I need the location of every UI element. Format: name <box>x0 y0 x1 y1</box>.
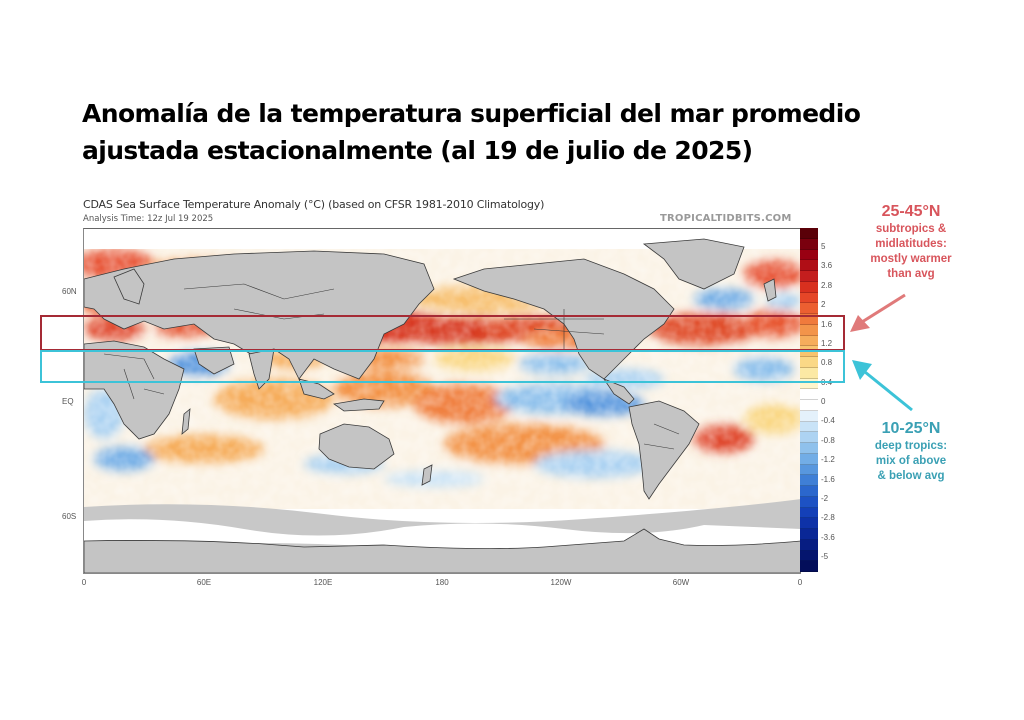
colorbar-tick-label: 0.8 <box>821 358 833 368</box>
colorbar-segment <box>800 400 818 411</box>
colorbar-tick-label: 3.6 <box>821 261 833 271</box>
watermark: TROPICALTIDBITS.COM <box>660 213 792 224</box>
annotation-cyan-line: & below avg <box>877 470 945 482</box>
sst-anomaly-map <box>83 228 801 574</box>
cyan-arrow-icon <box>852 360 913 412</box>
colorbar-segment <box>800 539 818 551</box>
red-arrow-icon <box>850 293 906 332</box>
annotation-red-line: midlatitudes: <box>875 238 947 250</box>
colorbar-segment <box>800 271 818 282</box>
colorbar-tick-label: -2 <box>821 493 829 503</box>
colorbar-segment <box>800 529 818 540</box>
colorbar-tick-label: -5 <box>821 552 829 561</box>
colorbar-segment <box>800 324 818 336</box>
annotation-red-line: mostly warmer <box>870 253 952 265</box>
longitude-tick-label: 60W <box>672 578 690 587</box>
colorbar-tick-label: -1.6 <box>821 474 835 484</box>
annotation-cyan-line: deep tropics: <box>874 440 948 452</box>
colorbar-tick-label: 2 <box>821 300 826 310</box>
longitude-tick-label: 0 <box>797 578 803 587</box>
colorbar-segment <box>800 443 818 454</box>
colorbar-segment <box>800 518 818 529</box>
colorbar-segment <box>800 314 818 325</box>
colorbar-tick-label: 0 <box>821 397 826 406</box>
colorbar-segment <box>800 238 818 250</box>
colorbar-tick-label: -1.2 <box>821 455 835 465</box>
colorbar-tick-label: 5 <box>821 242 826 251</box>
colorbar-segment <box>800 421 818 433</box>
colorbar-segment <box>800 464 818 476</box>
colorbar-segment <box>800 260 818 271</box>
annotation-red-line: subtropics & <box>875 223 947 235</box>
analysis-time: Analysis Time: 12z Jul 19 2025 <box>83 214 214 224</box>
annotation-red-line: than avg <box>887 268 935 280</box>
latitude-tick-label: 60S <box>62 512 77 521</box>
annotation-cyan-heading: 10-25°N <box>881 420 941 437</box>
longitude-tick-label: 120E <box>313 578 333 587</box>
colorbar-segment <box>800 249 818 261</box>
longitude-tick-label: 180 <box>435 578 449 587</box>
colorbar-tick-label: 2.8 <box>821 280 833 290</box>
colorbar-tick-label: -2.8 <box>821 513 835 523</box>
longitude-tick-label: 0 <box>81 578 87 587</box>
colorbar-segment <box>800 378 818 390</box>
colorbar-segment <box>800 389 818 400</box>
colorbar-tick-label: -0.4 <box>821 416 835 426</box>
colorbar-segment <box>800 475 818 486</box>
colorbar-tick-label: 1.2 <box>821 338 833 348</box>
colorbar <box>800 228 818 572</box>
latitude-tick-label: 60N <box>62 287 77 296</box>
colorbar-segment <box>800 486 818 497</box>
colorbar-segment <box>800 496 818 508</box>
latitude-tick-label: EQ <box>62 397 74 406</box>
page-title-line-2: ajustada estacionalmente (al 19 de julio… <box>82 136 753 165</box>
map-graphic <box>84 229 801 573</box>
longitude-tick-label: 120W <box>550 578 572 587</box>
figure-title: CDAS Sea Surface Temperature Anomaly (°C… <box>83 198 545 211</box>
colorbar-segment <box>800 550 818 562</box>
page-title-line-1: Anomalía de la temperatura superficial d… <box>82 99 861 128</box>
colorbar-segment <box>800 561 818 572</box>
colorbar-segment <box>800 507 818 519</box>
colorbar-tick-label: -3.6 <box>821 532 835 542</box>
colorbar-segment <box>800 357 818 368</box>
longitude-tick-label: 60E <box>196 578 212 587</box>
colorbar-segment <box>800 292 818 304</box>
colorbar-segment <box>800 335 818 347</box>
annotation-cyan-line: mix of above <box>875 455 947 467</box>
annotation-25-45n: 25-45°N subtropics & midlatitudes: mostl… <box>850 202 972 282</box>
colorbar-segment <box>800 410 818 422</box>
colorbar-segment <box>800 228 818 239</box>
annotation-red-heading: 25-45°N <box>881 203 941 220</box>
colorbar-segment <box>800 281 818 293</box>
band-box-10-25n <box>40 350 845 383</box>
colorbar-segment <box>800 303 818 314</box>
colorbar-tick-label: 1.6 <box>821 319 833 329</box>
page-title: Anomalía de la temperatura superficial d… <box>82 95 942 169</box>
annotation-10-25n: 10-25°N deep tropics: mix of above & bel… <box>850 419 972 484</box>
colorbar-segment <box>800 432 818 443</box>
colorbar-segment <box>800 453 818 465</box>
colorbar-tick-label: -0.8 <box>821 435 835 445</box>
colorbar-segment <box>800 367 818 379</box>
